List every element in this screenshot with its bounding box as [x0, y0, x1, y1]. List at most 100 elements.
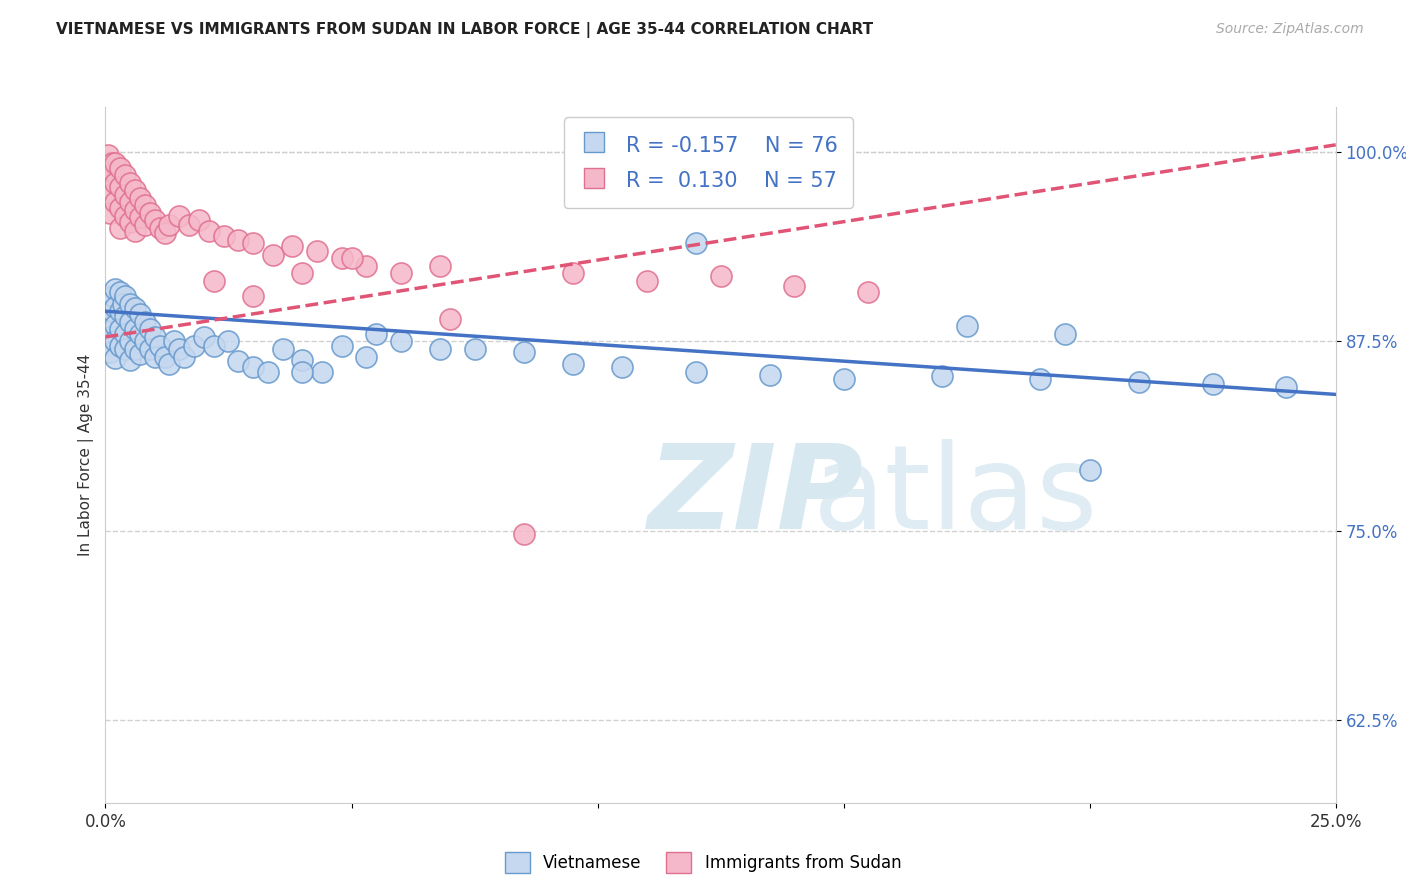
- Point: [228, 233, 250, 247]
- Point: [114, 209, 136, 223]
- Point: [104, 318, 127, 332]
- Point: [110, 339, 132, 353]
- Point: [120, 215, 141, 229]
- Y-axis label: In Labor Force | Age 35-44: In Labor Force | Age 35-44: [79, 354, 94, 556]
- Point: [257, 365, 280, 379]
- Point: [439, 311, 461, 326]
- Point: [104, 281, 127, 295]
- Point: [429, 259, 451, 273]
- Point: [129, 307, 152, 321]
- Point: [98, 330, 122, 344]
- Point: [101, 156, 124, 170]
- Point: [110, 322, 132, 336]
- Point: [366, 326, 388, 341]
- Point: [330, 252, 353, 266]
- Point: [311, 365, 333, 379]
- Point: [110, 285, 132, 299]
- Point: [562, 357, 585, 371]
- Point: [114, 168, 136, 182]
- Point: [173, 350, 195, 364]
- Point: [281, 239, 304, 253]
- Text: ZIP: ZIP: [647, 439, 863, 554]
- Point: [98, 206, 122, 220]
- Point: [956, 319, 979, 334]
- Point: [340, 252, 363, 266]
- Point: [610, 360, 633, 375]
- Point: [685, 236, 707, 251]
- Point: [291, 352, 314, 367]
- Point: [120, 296, 141, 310]
- Point: [120, 195, 141, 210]
- Point: [464, 342, 486, 356]
- Point: [110, 180, 132, 194]
- Point: [120, 176, 141, 190]
- Point: [183, 339, 205, 353]
- Point: [759, 368, 782, 382]
- Point: [562, 267, 585, 281]
- Point: [153, 226, 176, 240]
- Text: VIETNAMESE VS IMMIGRANTS FROM SUDAN IN LABOR FORCE | AGE 35-44 CORRELATION CHART: VIETNAMESE VS IMMIGRANTS FROM SUDAN IN L…: [56, 22, 873, 38]
- Point: [429, 342, 451, 356]
- Point: [124, 301, 146, 316]
- Point: [98, 187, 122, 202]
- Point: [143, 213, 166, 227]
- Point: [110, 304, 132, 318]
- Point: [188, 213, 211, 227]
- Point: [169, 209, 191, 223]
- Point: [129, 211, 152, 225]
- Point: [110, 221, 132, 235]
- Point: [149, 221, 172, 235]
- Point: [104, 195, 127, 210]
- Point: [97, 304, 120, 318]
- Point: [143, 330, 166, 344]
- Point: [138, 342, 162, 356]
- Point: [271, 342, 294, 356]
- Point: [134, 198, 156, 212]
- Point: [202, 274, 225, 288]
- Text: atlas: atlas: [813, 439, 1098, 554]
- Point: [120, 315, 141, 329]
- Point: [129, 326, 152, 341]
- Point: [124, 183, 146, 197]
- Point: [104, 351, 127, 365]
- Point: [1078, 463, 1101, 477]
- Point: [134, 334, 156, 349]
- Point: [149, 339, 172, 353]
- Point: [97, 161, 120, 175]
- Point: [710, 269, 733, 284]
- Point: [169, 342, 191, 356]
- Point: [98, 296, 122, 310]
- Point: [636, 274, 658, 288]
- Point: [114, 289, 136, 303]
- Point: [111, 296, 134, 310]
- Point: [193, 330, 215, 344]
- Point: [354, 259, 377, 273]
- Point: [101, 165, 124, 179]
- Point: [1054, 326, 1077, 341]
- Point: [197, 224, 219, 238]
- Point: [858, 285, 880, 299]
- Text: Source: ZipAtlas.com: Source: ZipAtlas.com: [1216, 22, 1364, 37]
- Point: [120, 334, 141, 349]
- Point: [291, 365, 314, 379]
- Point: [114, 342, 136, 356]
- Point: [307, 244, 329, 258]
- Point: [262, 248, 284, 262]
- Point: [98, 345, 122, 359]
- Point: [159, 218, 180, 232]
- Point: [685, 365, 707, 379]
- Point: [228, 354, 250, 368]
- Point: [1029, 372, 1052, 386]
- Point: [291, 267, 314, 281]
- Point: [242, 360, 264, 375]
- Point: [98, 315, 122, 329]
- Point: [134, 218, 156, 232]
- Point: [104, 300, 127, 314]
- Point: [330, 339, 353, 353]
- Point: [354, 350, 377, 364]
- Point: [179, 218, 201, 232]
- Point: [832, 372, 855, 386]
- Point: [124, 224, 146, 238]
- Point: [97, 148, 120, 162]
- Point: [389, 267, 412, 281]
